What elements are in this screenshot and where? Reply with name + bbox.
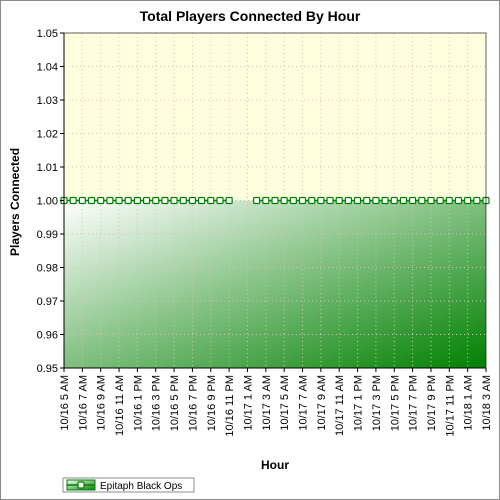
y-tick-label: 0.98 bbox=[37, 263, 58, 275]
x-tick-label: 10/16 1 PM bbox=[132, 375, 144, 431]
y-tick-label: 1.03 bbox=[37, 95, 58, 107]
y-tick-label: 1.05 bbox=[37, 28, 58, 40]
chart-title: Total Players Connected By Hour bbox=[140, 8, 361, 24]
data-point bbox=[188, 196, 197, 205]
data-point bbox=[97, 196, 105, 205]
data-point bbox=[326, 196, 334, 205]
area-fill bbox=[64, 200, 486, 368]
data-point bbox=[335, 196, 343, 205]
y-tick-label: 0.96 bbox=[37, 330, 58, 342]
y-tick-label: 0.97 bbox=[37, 296, 58, 308]
y-tick-label: 1.01 bbox=[37, 162, 58, 174]
data-point bbox=[418, 196, 426, 205]
data-point bbox=[473, 196, 481, 205]
x-tick-label: 10/16 9 PM bbox=[206, 375, 218, 431]
legend-marker bbox=[77, 481, 85, 489]
data-point bbox=[390, 196, 398, 205]
x-tick-label: 10/18 1 AM bbox=[463, 375, 475, 431]
x-tick-label: 10/17 11 PM bbox=[444, 375, 456, 437]
x-tick-label: 10/17 3 AM bbox=[261, 375, 273, 431]
data-point bbox=[207, 196, 215, 205]
x-tick-label: 10/16 7 PM bbox=[187, 375, 199, 431]
data-point bbox=[133, 196, 141, 205]
x-tick-label: 10/17 11 AM bbox=[334, 375, 346, 436]
data-point bbox=[152, 196, 160, 205]
data-point bbox=[280, 196, 288, 205]
data-point bbox=[115, 196, 123, 205]
x-tick-label: 10/16 7 AM bbox=[77, 375, 89, 431]
y-tick-label: 1.02 bbox=[37, 129, 58, 141]
data-point bbox=[399, 196, 408, 205]
y-tick-label: 0.99 bbox=[37, 229, 58, 241]
x-tick-label: 10/17 7 PM bbox=[408, 375, 420, 431]
data-point bbox=[454, 196, 463, 205]
x-axis-title: Hour bbox=[261, 458, 289, 472]
data-point bbox=[289, 196, 297, 205]
x-tick-label: 10/17 5 AM bbox=[279, 375, 291, 431]
y-tick-label: 0.95 bbox=[37, 363, 58, 375]
data-point bbox=[262, 196, 270, 205]
data-point bbox=[344, 196, 352, 205]
area-layer bbox=[64, 200, 486, 368]
data-point bbox=[427, 196, 435, 205]
data-point bbox=[445, 196, 453, 205]
data-point bbox=[216, 196, 224, 205]
y-tick-label: 1.00 bbox=[37, 196, 58, 208]
data-point bbox=[409, 196, 417, 205]
data-point bbox=[225, 196, 233, 205]
x-tick-label: 10/17 3 PM bbox=[371, 375, 383, 431]
data-point bbox=[317, 196, 325, 205]
x-tick-label: 10/16 5 PM bbox=[169, 375, 181, 431]
data-point bbox=[142, 196, 151, 205]
x-tick-label: 10/16 5 AM bbox=[59, 375, 71, 431]
data-point bbox=[170, 196, 178, 205]
data-point bbox=[253, 196, 261, 205]
data-point bbox=[363, 196, 371, 205]
data-point bbox=[381, 196, 389, 205]
data-point bbox=[353, 196, 362, 205]
x-tick-label: 10/16 3 PM bbox=[151, 375, 163, 431]
x-tick-label: 10/16 9 AM bbox=[96, 375, 108, 431]
y-axis-title: Players Connected bbox=[8, 148, 22, 256]
x-tick-label: 10/17 1 PM bbox=[353, 375, 365, 431]
legend: Epitaph Black Ops bbox=[62, 477, 195, 493]
y-tick-labels: 0.95 0.96 0.97 0.98 0.99 1.00 1.01 1.02 1.03 1.04… bbox=[37, 28, 64, 375]
data-point bbox=[372, 196, 380, 205]
data-point bbox=[308, 196, 316, 205]
x-tick-label: 10/16 11 AM bbox=[114, 375, 126, 436]
data-point bbox=[161, 196, 169, 205]
x-tick-label: 10/17 9 PM bbox=[426, 375, 438, 431]
data-point bbox=[179, 196, 187, 205]
x-tick-label: 10/18 3 AM bbox=[481, 375, 493, 431]
data-point bbox=[271, 196, 279, 205]
x-tick-label: 10/17 9 AM bbox=[316, 375, 328, 431]
data-point bbox=[69, 196, 77, 205]
legend-box bbox=[62, 477, 195, 493]
legend-label: Epitaph Black Ops bbox=[100, 481, 182, 492]
legend-swatch bbox=[66, 479, 96, 491]
data-point bbox=[198, 196, 206, 205]
x-tick-label: 10/17 5 PM bbox=[389, 375, 401, 431]
data-point bbox=[298, 196, 307, 205]
x-tick-label: 10/17 7 AM bbox=[298, 375, 310, 431]
x-tick-labels: 10/16 5 AM 10/16 7 AM 10/16 9 AM 10/16 11 A… bbox=[59, 368, 493, 437]
data-point bbox=[106, 196, 114, 205]
data-point bbox=[436, 196, 444, 205]
data-point bbox=[87, 196, 96, 205]
x-tick-label: 10/16 11 PM bbox=[224, 375, 236, 437]
data-point bbox=[78, 196, 86, 205]
y-tick-label: 1.04 bbox=[37, 62, 58, 74]
data-point bbox=[124, 196, 132, 205]
data-point bbox=[464, 196, 472, 205]
x-tick-label: 10/17 1 AM bbox=[242, 375, 254, 431]
marker-layer bbox=[60, 196, 490, 205]
